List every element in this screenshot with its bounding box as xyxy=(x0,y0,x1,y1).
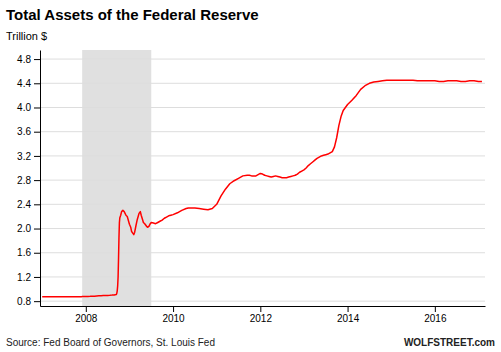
marks xyxy=(40,50,485,306)
y-tick: 2.4 xyxy=(17,199,40,210)
y-tick-label: 4.0 xyxy=(17,102,31,113)
y-tick-mark xyxy=(34,277,40,278)
x-tick-mark xyxy=(435,306,436,312)
x-axis-line xyxy=(41,306,486,307)
grid-line xyxy=(40,204,485,205)
y-tick-mark xyxy=(34,301,40,302)
grid-line xyxy=(40,301,485,302)
x-tick-mark xyxy=(173,306,174,312)
title: Total Assets of the Federal Reserve xyxy=(6,6,259,23)
grid-line xyxy=(40,276,485,277)
y-tick-mark xyxy=(34,107,40,108)
x-axis: 2008 2010 2012 2014 2016 xyxy=(41,306,486,324)
y-tick: 1.6 xyxy=(17,247,40,258)
y-axis-title: Trillion $ xyxy=(6,30,47,42)
y-tick: 4.8 xyxy=(17,54,40,65)
y-tick-label: 4.8 xyxy=(17,54,31,65)
y-tick-mark xyxy=(34,204,40,205)
y-tick-label: 2.8 xyxy=(17,175,31,186)
x-tick-label: 2016 xyxy=(424,313,447,324)
y-axis: 0.8 1.2 1.6 2.0 2.4 2.8 3.2 3.6 4.0 4.4 4.8 xyxy=(17,51,40,307)
y-tick-label: 2.0 xyxy=(17,223,31,234)
x-tick: 2008 xyxy=(75,306,98,324)
grid-line xyxy=(40,83,485,84)
recession-band xyxy=(82,50,151,306)
x-tick-mark xyxy=(260,306,261,312)
y-tick: 0.8 xyxy=(17,296,40,307)
source-note: Source: Fed Board of Governors, St. Loui… xyxy=(6,337,215,348)
x-tick: 2014 xyxy=(337,306,360,324)
x-tick: 2010 xyxy=(162,306,185,324)
grid xyxy=(40,59,485,301)
y-tick-label: 3.2 xyxy=(17,151,31,162)
y-tick-mark xyxy=(34,229,40,230)
x-tick-label: 2012 xyxy=(250,313,273,324)
y-tick: 3.6 xyxy=(17,126,40,137)
y-tick-label: 3.6 xyxy=(17,126,31,137)
grid-line xyxy=(40,59,485,60)
y-tick-mark xyxy=(34,253,40,254)
y-tick: 4.4 xyxy=(17,78,40,89)
x-tick-label: 2010 xyxy=(162,313,185,324)
grid-line xyxy=(40,131,485,132)
y-tick-mark xyxy=(34,180,40,181)
grid-line xyxy=(40,180,485,181)
y-tick-label: 1.2 xyxy=(17,272,31,283)
grid-line xyxy=(40,252,485,253)
y-tick: 1.2 xyxy=(17,272,40,283)
x-tick-label: 2008 xyxy=(75,313,98,324)
y-tick: 2.0 xyxy=(17,223,40,234)
y-tick-label: 1.6 xyxy=(17,247,31,258)
y-tick-mark xyxy=(34,83,40,84)
credit-note: WOLFSTREET.com xyxy=(404,337,495,348)
y-tick: 3.2 xyxy=(17,151,40,162)
grid-line xyxy=(40,107,485,108)
y-tick: 2.8 xyxy=(17,175,40,186)
x-tick: 2012 xyxy=(250,306,273,324)
y-tick-label: 2.4 xyxy=(17,199,31,210)
y-tick-mark xyxy=(34,132,40,133)
y-tick-label: 4.4 xyxy=(17,78,31,89)
y-tick-mark xyxy=(34,59,40,60)
chart: 2008 2010 2012 2014 2016 0.8 1.2 1.6 2.0 2.4 2.8 3.… xyxy=(0,0,501,352)
x-tick-mark xyxy=(348,306,349,312)
x-tick-mark xyxy=(86,306,87,312)
data-line xyxy=(42,80,482,297)
grid-line xyxy=(40,228,485,229)
y-axis-line xyxy=(40,51,41,307)
y-tick: 4.0 xyxy=(17,102,40,113)
x-tick-label: 2014 xyxy=(337,313,360,324)
plot: 2008 2010 2012 2014 2016 0.8 1.2 1.6 2.0 2.4 2.8 3.… xyxy=(17,50,485,324)
grid-line xyxy=(40,155,485,156)
x-tick: 2016 xyxy=(424,306,447,324)
y-tick-label: 0.8 xyxy=(17,296,31,307)
y-tick-mark xyxy=(34,156,40,157)
